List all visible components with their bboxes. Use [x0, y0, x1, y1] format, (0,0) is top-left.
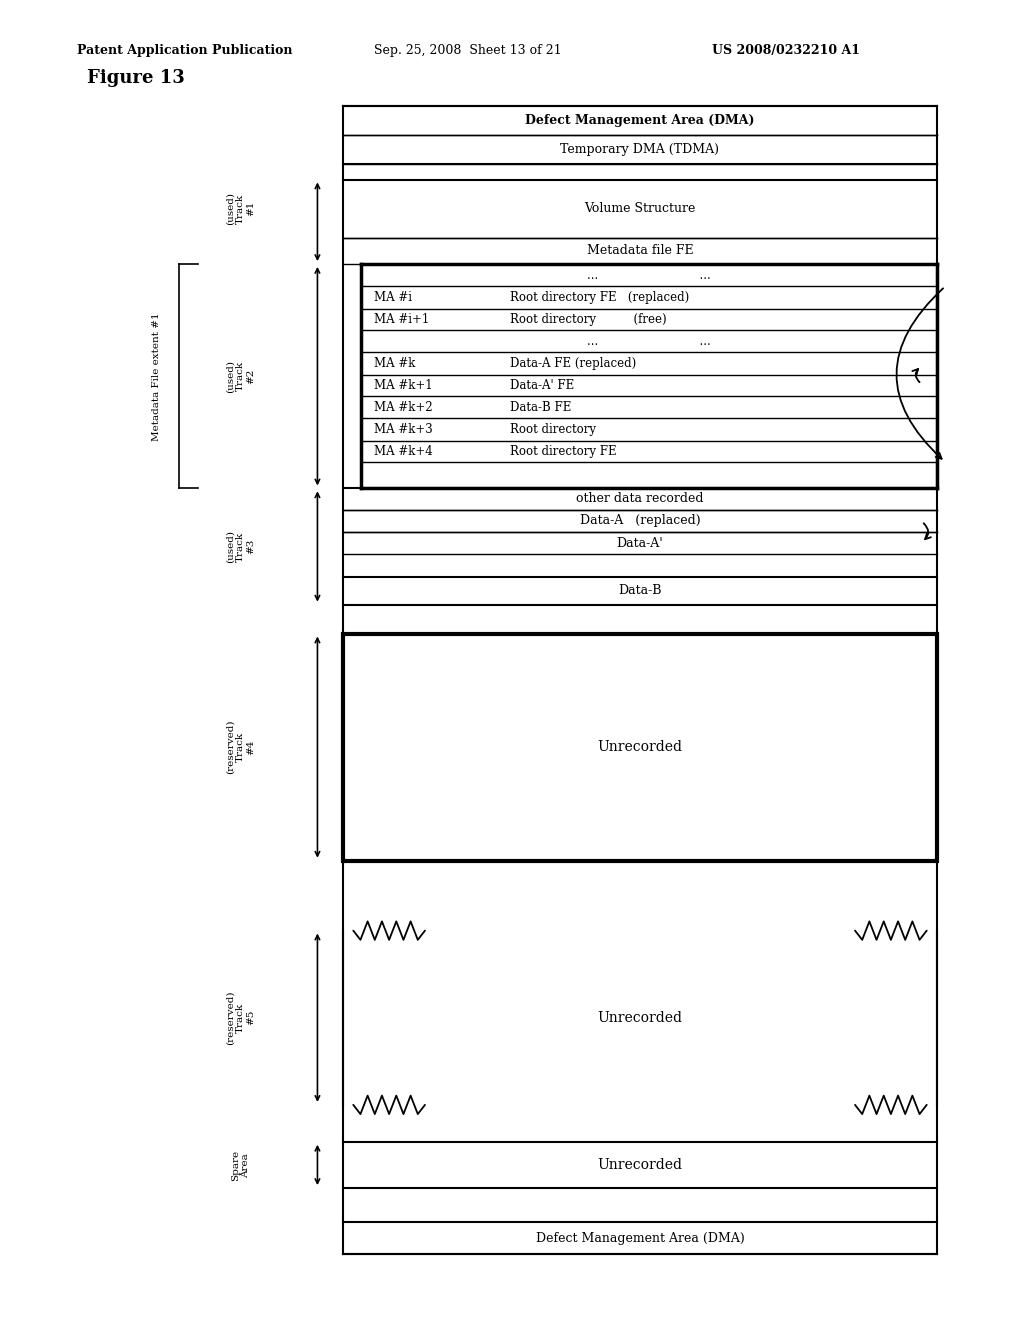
- Text: (reserved)
Track
#4: (reserved) Track #4: [225, 719, 256, 775]
- Text: MA #i+1: MA #i+1: [374, 313, 429, 326]
- Text: Data-A': Data-A': [616, 537, 664, 549]
- Text: Defect Management Area (DMA): Defect Management Area (DMA): [536, 1232, 744, 1245]
- Text: (used)
Track
#2: (used) Track #2: [225, 360, 256, 393]
- Text: Root directory          (free): Root directory (free): [510, 313, 667, 326]
- Text: US 2008/0232210 A1: US 2008/0232210 A1: [712, 44, 860, 57]
- Text: Metadata file FE: Metadata file FE: [587, 244, 693, 257]
- Text: Data-A' FE: Data-A' FE: [510, 379, 574, 392]
- Text: Unrecorded: Unrecorded: [597, 741, 683, 754]
- Text: MA #k: MA #k: [374, 358, 415, 370]
- Text: Volume Structure: Volume Structure: [585, 202, 695, 215]
- Text: MA #k+3: MA #k+3: [374, 424, 432, 436]
- Text: MA #k+2: MA #k+2: [374, 401, 432, 413]
- Text: ...                           ...: ... ...: [588, 269, 711, 281]
- Text: (reserved)
Track
#5: (reserved) Track #5: [225, 990, 256, 1045]
- Text: Figure 13: Figure 13: [87, 69, 184, 87]
- Text: Patent Application Publication: Patent Application Publication: [77, 44, 292, 57]
- Text: MA #k+1: MA #k+1: [374, 379, 432, 392]
- Text: (used)
Track
#1: (used) Track #1: [225, 191, 256, 224]
- Bar: [343, 634, 937, 861]
- Text: Data-A   (replaced): Data-A (replaced): [580, 515, 700, 527]
- Text: MA #i: MA #i: [374, 292, 412, 304]
- Text: Temporary DMA (TDMA): Temporary DMA (TDMA): [560, 143, 720, 156]
- Text: Root directory FE: Root directory FE: [510, 445, 616, 458]
- Text: Unrecorded: Unrecorded: [597, 1011, 683, 1024]
- Text: Defect Management Area (DMA): Defect Management Area (DMA): [525, 114, 755, 127]
- Text: Root directory FE   (replaced): Root directory FE (replaced): [510, 292, 689, 304]
- Text: ...                           ...: ... ...: [588, 335, 711, 347]
- Text: Metadata File extent #1: Metadata File extent #1: [153, 312, 161, 441]
- Text: Data-B: Data-B: [618, 585, 662, 597]
- Text: Data-A FE (replaced): Data-A FE (replaced): [510, 358, 636, 370]
- Text: Spare
Area: Spare Area: [231, 1150, 250, 1181]
- Text: Sep. 25, 2008  Sheet 13 of 21: Sep. 25, 2008 Sheet 13 of 21: [374, 44, 561, 57]
- Text: (used)
Track
#3: (used) Track #3: [225, 529, 256, 562]
- Text: Unrecorded: Unrecorded: [597, 1158, 683, 1172]
- Text: other data recorded: other data recorded: [577, 492, 703, 506]
- Text: Root directory: Root directory: [510, 424, 596, 436]
- Text: Data-B FE: Data-B FE: [510, 401, 571, 413]
- Text: MA #k+4: MA #k+4: [374, 445, 432, 458]
